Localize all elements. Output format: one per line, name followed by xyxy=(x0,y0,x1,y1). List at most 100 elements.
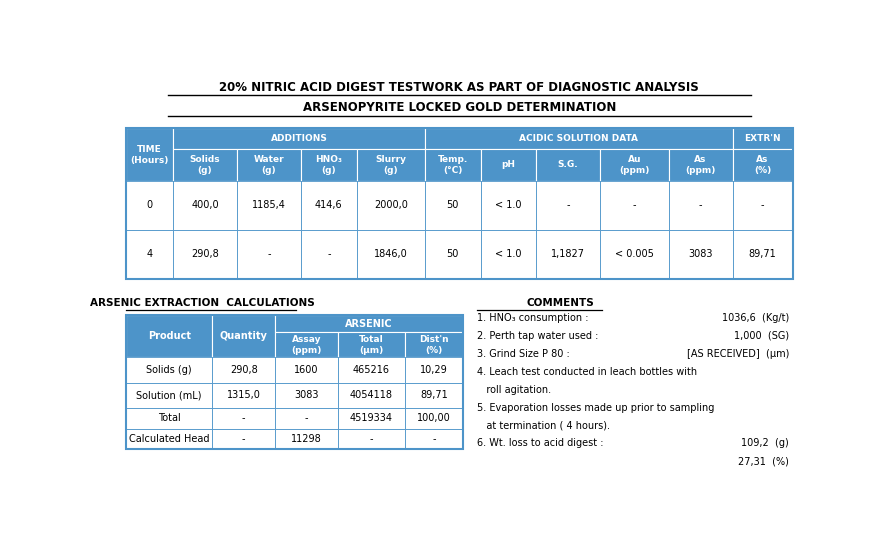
Text: 1600: 1600 xyxy=(294,365,319,375)
Bar xyxy=(212,357,275,383)
Text: 4054118: 4054118 xyxy=(349,391,392,401)
Text: 400,0: 400,0 xyxy=(191,201,219,211)
Text: < 0.005: < 0.005 xyxy=(615,249,654,259)
Bar xyxy=(125,129,793,279)
Bar xyxy=(536,230,600,279)
Bar xyxy=(425,149,480,181)
Bar xyxy=(536,181,600,230)
Text: 414,6: 414,6 xyxy=(315,201,342,211)
Text: Water
(g): Water (g) xyxy=(254,155,284,175)
Bar xyxy=(425,129,733,149)
Text: As
(%): As (%) xyxy=(754,155,771,175)
Bar xyxy=(405,357,462,383)
Text: Solids (g): Solids (g) xyxy=(146,365,192,375)
Text: 2000,0: 2000,0 xyxy=(374,201,408,211)
Text: Dist'n
(%): Dist'n (%) xyxy=(419,335,449,355)
Bar xyxy=(733,230,793,279)
Bar xyxy=(405,408,462,429)
Text: Temp.
(°C): Temp. (°C) xyxy=(437,155,468,175)
Bar xyxy=(125,129,173,181)
Text: -: - xyxy=(242,413,246,423)
Text: [AS RECEIVED]  (μm): [AS RECEIVED] (μm) xyxy=(686,349,789,359)
Bar xyxy=(275,383,338,408)
Bar xyxy=(480,149,536,181)
Text: As
(ppm): As (ppm) xyxy=(685,155,716,175)
Text: 3. Grind Size P 80 :: 3. Grind Size P 80 : xyxy=(477,349,569,359)
Text: 2. Perth tap water used :: 2. Perth tap water used : xyxy=(477,331,598,341)
Text: S.G.: S.G. xyxy=(558,160,579,170)
Bar xyxy=(338,332,405,357)
Text: -: - xyxy=(699,201,702,211)
Text: 4519334: 4519334 xyxy=(349,413,392,423)
Text: ARSENIC EXTRACTION  CALCULATIONS: ARSENIC EXTRACTION CALCULATIONS xyxy=(90,298,314,308)
Bar xyxy=(173,230,237,279)
Text: 20% NITRIC ACID DIGEST TESTWORK AS PART OF DIAGNOSTIC ANALYSIS: 20% NITRIC ACID DIGEST TESTWORK AS PART … xyxy=(220,81,699,94)
Bar xyxy=(405,429,462,449)
Text: -: - xyxy=(327,249,331,259)
Bar xyxy=(212,383,275,408)
Bar xyxy=(425,230,480,279)
Text: ACIDIC SOLUTION DATA: ACIDIC SOLUTION DATA xyxy=(520,134,638,143)
Text: 27,31  (%): 27,31 (%) xyxy=(738,456,789,466)
Bar xyxy=(173,129,425,149)
Bar xyxy=(125,429,212,449)
Text: 290,8: 290,8 xyxy=(230,365,258,375)
Text: Quantity: Quantity xyxy=(220,331,268,341)
Text: 1185,4: 1185,4 xyxy=(252,201,286,211)
Text: ARSENOPYRITE LOCKED GOLD DETERMINATION: ARSENOPYRITE LOCKED GOLD DETERMINATION xyxy=(303,101,616,115)
Text: at termination ( 4 hours).: at termination ( 4 hours). xyxy=(477,420,609,430)
Text: 100,00: 100,00 xyxy=(417,413,451,423)
Bar xyxy=(668,181,733,230)
Text: Solution (mL): Solution (mL) xyxy=(136,391,202,401)
Bar xyxy=(536,149,600,181)
Text: Total
(μm): Total (μm) xyxy=(359,335,383,355)
Text: Total: Total xyxy=(158,413,181,423)
Bar xyxy=(237,149,301,181)
Text: 89,71: 89,71 xyxy=(420,391,448,401)
Bar xyxy=(338,429,405,449)
Bar xyxy=(480,230,536,279)
Text: 4: 4 xyxy=(146,249,152,259)
Bar xyxy=(275,315,462,332)
Bar xyxy=(425,181,480,230)
Text: -: - xyxy=(761,201,764,211)
Bar xyxy=(600,230,668,279)
Bar xyxy=(733,149,793,181)
Text: -: - xyxy=(242,434,246,444)
Text: 1,1827: 1,1827 xyxy=(551,249,585,259)
Bar xyxy=(237,230,301,279)
Text: Solids
(g): Solids (g) xyxy=(190,155,220,175)
Text: ADDITIONS: ADDITIONS xyxy=(271,134,327,143)
Text: 1846,0: 1846,0 xyxy=(374,249,408,259)
Text: ARSENIC: ARSENIC xyxy=(345,319,392,329)
Text: Calculated Head: Calculated Head xyxy=(129,434,210,444)
Text: Product: Product xyxy=(148,331,191,341)
Bar xyxy=(357,181,425,230)
Text: -: - xyxy=(566,201,570,211)
Text: 1. HNO₃ consumption :: 1. HNO₃ consumption : xyxy=(477,313,588,323)
Bar xyxy=(173,149,237,181)
Text: 6. Wt. loss to acid digest :: 6. Wt. loss to acid digest : xyxy=(477,438,603,448)
Bar xyxy=(301,181,357,230)
Bar xyxy=(125,315,212,357)
Bar xyxy=(275,357,338,383)
Bar xyxy=(357,149,425,181)
Bar xyxy=(212,315,275,357)
Text: -: - xyxy=(432,434,435,444)
Text: < 1.0: < 1.0 xyxy=(495,249,521,259)
Text: 89,71: 89,71 xyxy=(749,249,777,259)
Bar xyxy=(733,129,793,149)
Bar xyxy=(301,230,357,279)
Text: 290,8: 290,8 xyxy=(191,249,219,259)
Bar xyxy=(125,230,173,279)
Text: -: - xyxy=(267,249,271,259)
Bar xyxy=(338,408,405,429)
Text: 11298: 11298 xyxy=(291,434,322,444)
Text: 109,2  (g): 109,2 (g) xyxy=(741,438,789,448)
Bar xyxy=(405,383,462,408)
Text: Slurry
(g): Slurry (g) xyxy=(375,155,406,175)
Text: 3083: 3083 xyxy=(294,391,319,401)
Bar xyxy=(275,332,338,357)
Text: 10,29: 10,29 xyxy=(420,365,448,375)
Bar xyxy=(733,181,793,230)
